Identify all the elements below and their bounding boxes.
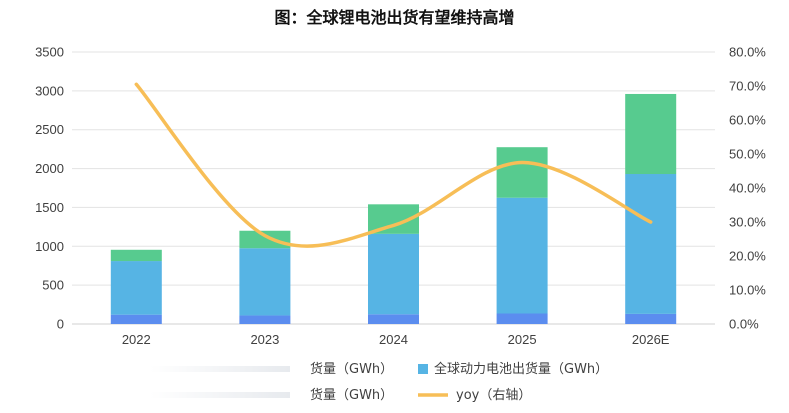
bar-consumer-2022 <box>110 249 162 262</box>
x-tick-label: 2025 <box>508 332 537 347</box>
y2-tick-label: 0.0% <box>729 317 759 332</box>
legend-fade <box>150 389 290 401</box>
x-tick-label: 2023 <box>250 332 279 347</box>
y-tick-label: 0 <box>57 317 64 332</box>
y2-tick-label: 10.0% <box>729 283 766 298</box>
y-tick-label: 1000 <box>35 239 64 254</box>
y-tick-label: 3000 <box>35 83 64 98</box>
bar-power-2022 <box>110 261 162 315</box>
legend-label-power: 全球动力电池出货量（GWh） <box>434 361 608 377</box>
y2-tick-label: 50.0% <box>729 147 766 162</box>
legend-fade <box>150 363 290 375</box>
y2-tick-label: 40.0% <box>729 181 766 196</box>
bar-power-2023 <box>239 248 291 316</box>
y2-tick-label: 80.0% <box>729 45 766 60</box>
legend: 货量（GWh） 全球动力电池出货量（GWh） 货量（GWh） yoy（右轴） <box>150 361 608 403</box>
bar-storage-2024 <box>368 314 419 324</box>
x-tick-label: 2024 <box>379 332 408 347</box>
x-axis-ticks: 2022 2023 2024 2025 2026E <box>122 332 670 347</box>
bar-power-2024 <box>368 233 419 315</box>
bar-power-2025 <box>496 197 548 314</box>
y2-tick-label: 20.0% <box>729 249 766 264</box>
y-tick-label: 500 <box>42 278 64 293</box>
bar-storage-2025 <box>496 313 548 324</box>
y2-tick-label: 30.0% <box>729 215 766 230</box>
legend-label-consumer: 货量（GWh） <box>310 387 393 403</box>
y-tick-label: 2000 <box>35 161 64 176</box>
bar-consumer-2025 <box>496 147 548 198</box>
y-axis-ticks: 0 500 1000 1500 2000 2500 3000 3500 <box>35 45 64 332</box>
y2-tick-label: 70.0% <box>729 79 766 94</box>
y-tick-label: 2500 <box>35 122 64 137</box>
legend-label-yoy: yoy（右轴） <box>456 388 531 403</box>
bar-consumer-2023 <box>239 230 291 249</box>
chart-title: 图：全球锂电池出货有望维持高增 <box>274 8 515 27</box>
y2-tick-label: 60.0% <box>729 113 766 128</box>
bar-series <box>110 93 677 324</box>
bar-power-2026E <box>625 174 677 314</box>
bar-storage-2023 <box>239 315 291 324</box>
legend-swatch-power <box>418 364 428 374</box>
y-tick-label: 3500 <box>35 45 64 60</box>
y-tick-label: 1500 <box>35 200 64 215</box>
yoy-line-series <box>134 82 653 248</box>
x-tick-label: 2026E <box>632 332 670 347</box>
y2-axis-ticks: 0.0% 10.0% 20.0% 30.0% 40.0% 50.0% 60.0% 70.0% 8… <box>729 45 766 332</box>
yoy-line <box>134 82 653 248</box>
bar-storage-2022 <box>110 314 162 324</box>
legend-label-storage: 货量（GWh） <box>310 361 393 377</box>
x-tick-label: 2022 <box>122 332 151 347</box>
bar-consumer-2026E <box>625 93 677 175</box>
bar-storage-2026E <box>625 313 677 324</box>
